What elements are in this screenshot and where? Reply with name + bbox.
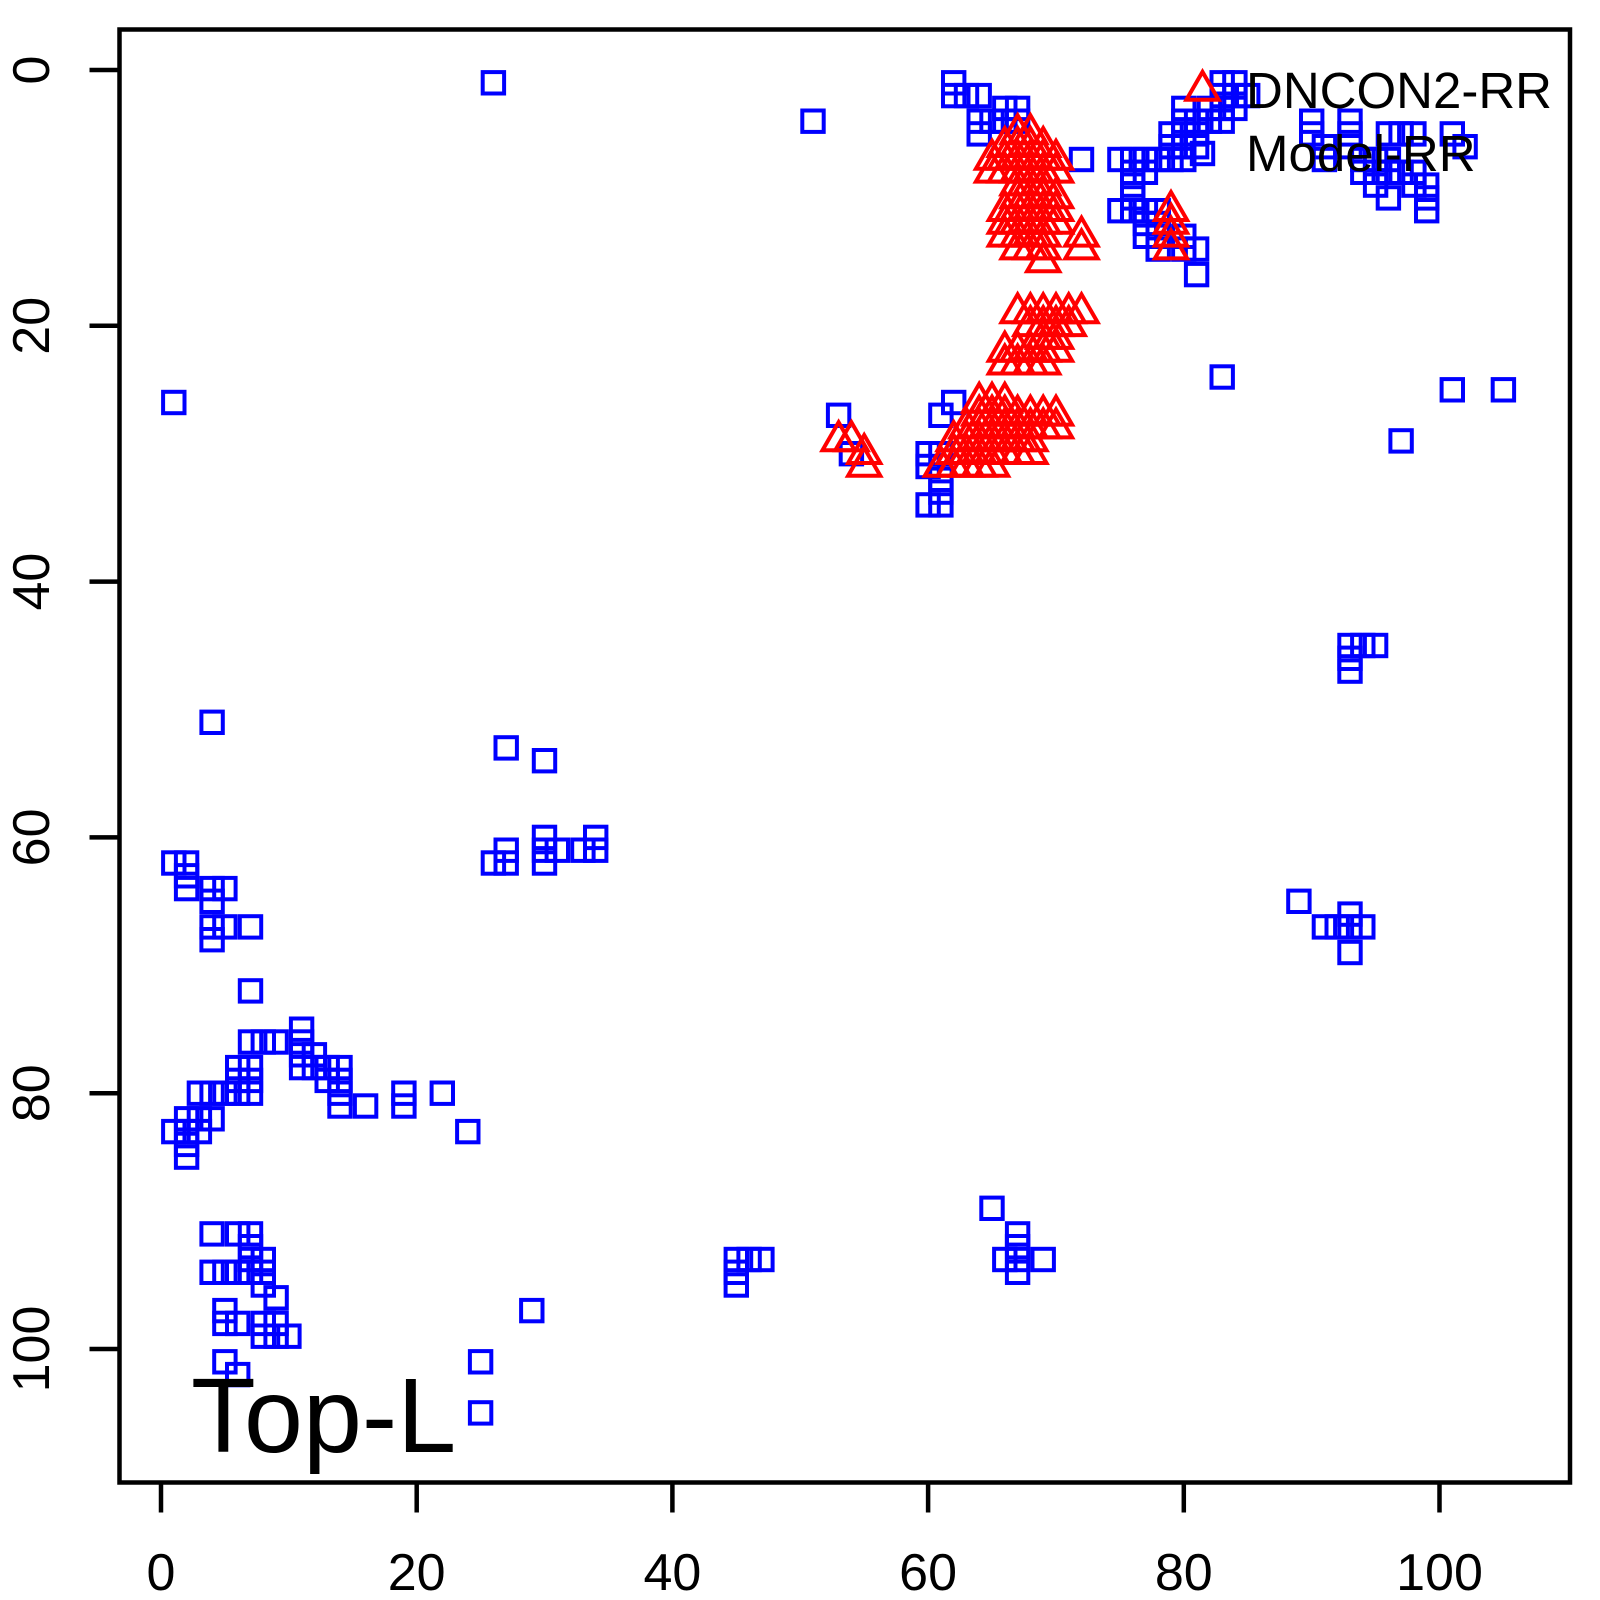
svg-text:80: 80 xyxy=(3,1064,61,1122)
svg-text:80: 80 xyxy=(1155,1544,1213,1600)
svg-text:20: 20 xyxy=(388,1544,446,1600)
svg-text:40: 40 xyxy=(3,553,61,611)
svg-text:100: 100 xyxy=(1396,1544,1483,1600)
svg-text:0: 0 xyxy=(147,1544,176,1600)
svg-text:60: 60 xyxy=(899,1544,957,1600)
svg-text:Top-L: Top-L xyxy=(191,1357,456,1475)
svg-text:60: 60 xyxy=(3,808,61,866)
svg-text:20: 20 xyxy=(3,297,61,355)
svg-text:40: 40 xyxy=(643,1544,701,1600)
svg-text:DNCON2-RR: DNCON2-RR xyxy=(1246,62,1552,119)
svg-text:0: 0 xyxy=(3,56,61,85)
svg-text:Model-RR: Model-RR xyxy=(1246,125,1476,182)
svg-text:100: 100 xyxy=(3,1306,61,1393)
